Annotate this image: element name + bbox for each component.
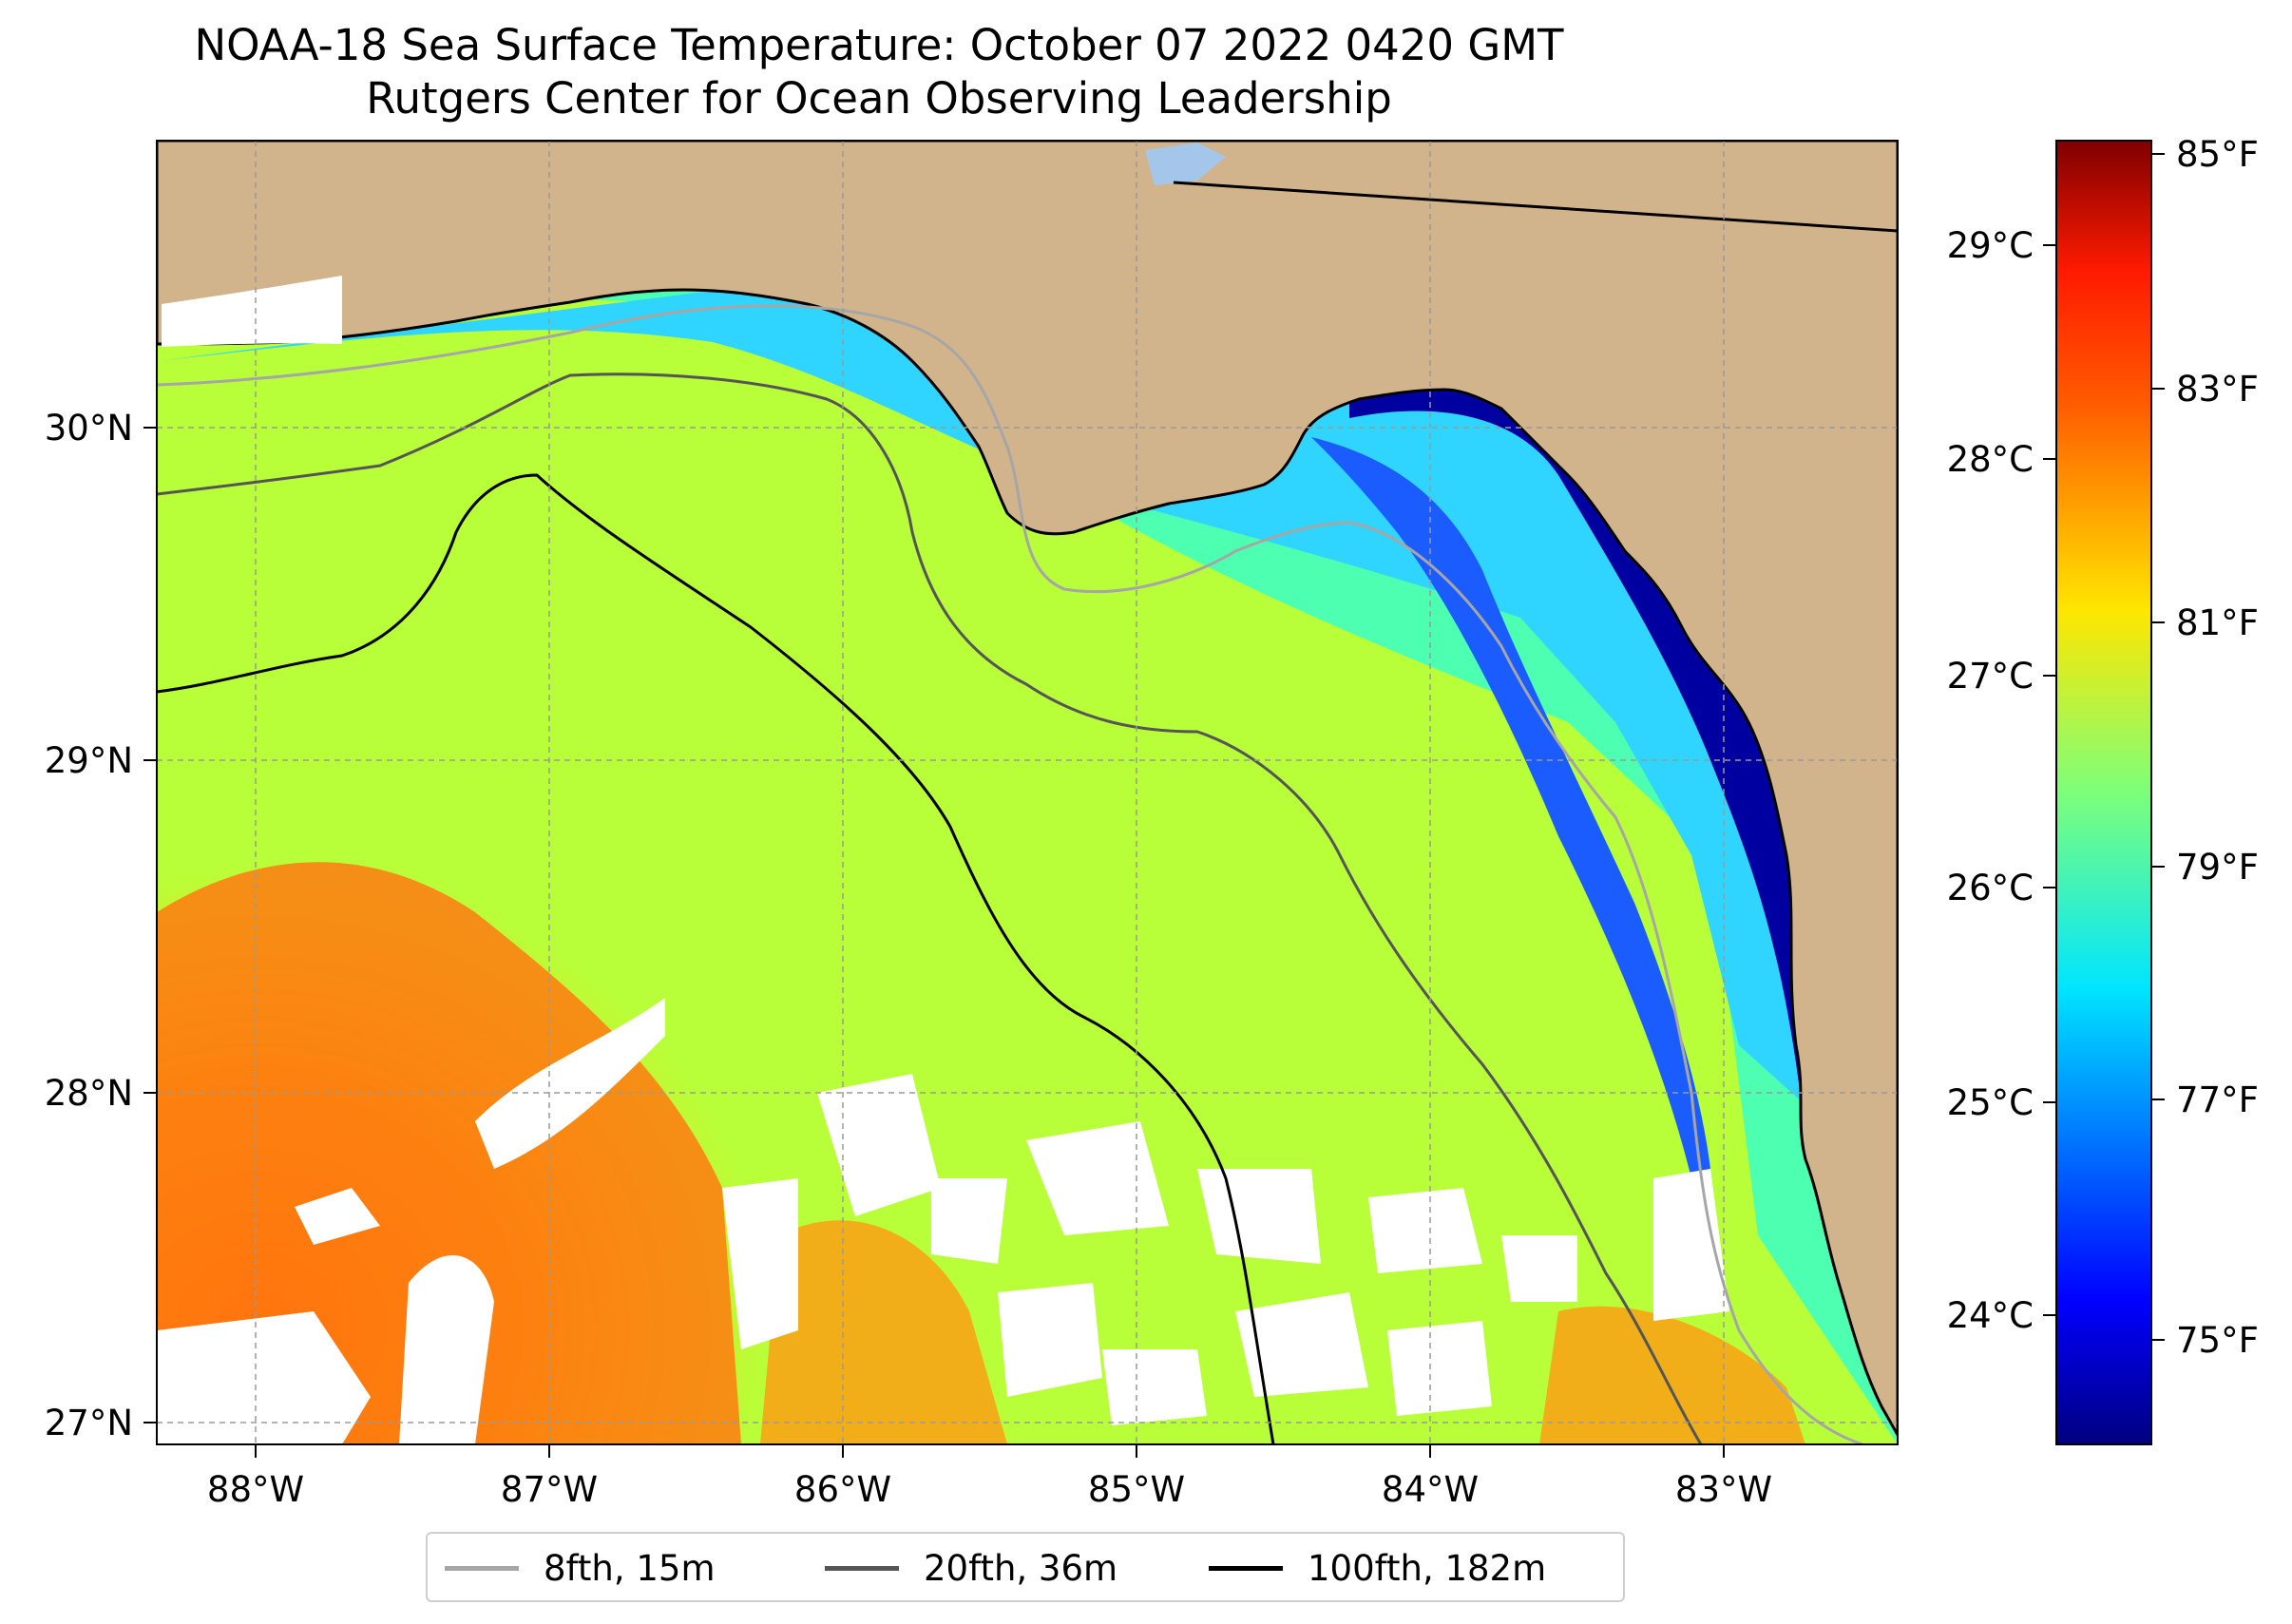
map-frame [156, 140, 1899, 1445]
colorbar-ticks [2043, 153, 2165, 1341]
colorbar-c-29: 29°C [1947, 225, 2034, 266]
axis-ticks [143, 427, 1725, 1458]
legend-swatch-8fth [445, 1565, 519, 1571]
lat-label-29n: 29°N [45, 740, 133, 781]
legend-item-8fth: 8fth, 15m [445, 1547, 716, 1589]
lon-label-83w: 83°W [1675, 1469, 1772, 1510]
lake [1145, 143, 1226, 185]
cloud-gaps [157, 998, 1729, 1444]
lat-label-30n: 30°N [45, 408, 133, 449]
lon-label-84w: 84°W [1382, 1469, 1479, 1510]
contour-100fth [157, 473, 1275, 1444]
colorbar-c-25: 25°C [1947, 1082, 2034, 1123]
lon-label-85w: 85°W [1088, 1469, 1185, 1510]
legend-swatch-100fth [1209, 1565, 1283, 1571]
lon-label-87w: 87°W [501, 1469, 598, 1510]
colorbar-c-24: 24°C [1947, 1295, 2034, 1336]
colorbar-f-83: 83°F [2176, 369, 2259, 410]
contour-8fth [157, 304, 1863, 1444]
map-area [157, 141, 1898, 1444]
colorbar-f-79: 79°F [2176, 847, 2259, 888]
lon-label-86w: 86°W [794, 1469, 891, 1510]
colorbar [2055, 140, 2152, 1445]
legend-item-20fth: 20fth, 36m [825, 1547, 1117, 1589]
legend-label-100fth: 100fth, 182m [1308, 1547, 1547, 1589]
legend-item-100fth: 100fth, 182m [1209, 1547, 1546, 1589]
legend-label-20fth: 20fth, 36m [924, 1547, 1118, 1589]
contour-20fth [157, 373, 1703, 1444]
lat-label-28n: 28°N [45, 1073, 133, 1114]
state-boundary [1173, 181, 1898, 233]
warm-south-east [1539, 1306, 1805, 1444]
colorbar-c-28: 28°C [1947, 439, 2034, 480]
colorbar-f-77: 77°F [2176, 1079, 2259, 1120]
map-gridlines [157, 141, 1898, 1444]
warm-south-central [760, 1220, 1007, 1444]
chart-subtitle: Rutgers Center for Ocean Observing Leade… [366, 73, 1392, 124]
lat-label-27n: 27°N [45, 1403, 133, 1443]
legend-label-8fth: 8fth, 15m [544, 1547, 716, 1589]
colorbar-f-85: 85°F [2176, 134, 2259, 175]
warm-core [157, 862, 741, 1444]
colorbar-f-81: 81°F [2176, 602, 2259, 643]
coastal-fringe [162, 276, 342, 347]
chart-title: NOAA-18 Sea Surface Temperature: October… [194, 20, 1564, 70]
legend: 8fth, 15m 20fth, 36m 100fth, 182m [426, 1532, 1625, 1602]
legend-swatch-20fth [825, 1565, 899, 1571]
colorbar-c-27: 27°C [1947, 656, 2034, 697]
colorbar-f-75: 75°F [2176, 1320, 2259, 1361]
lon-label-88w: 88°W [207, 1469, 304, 1510]
blue-transition [1311, 437, 1710, 1178]
colorbar-c-26: 26°C [1947, 868, 2034, 908]
